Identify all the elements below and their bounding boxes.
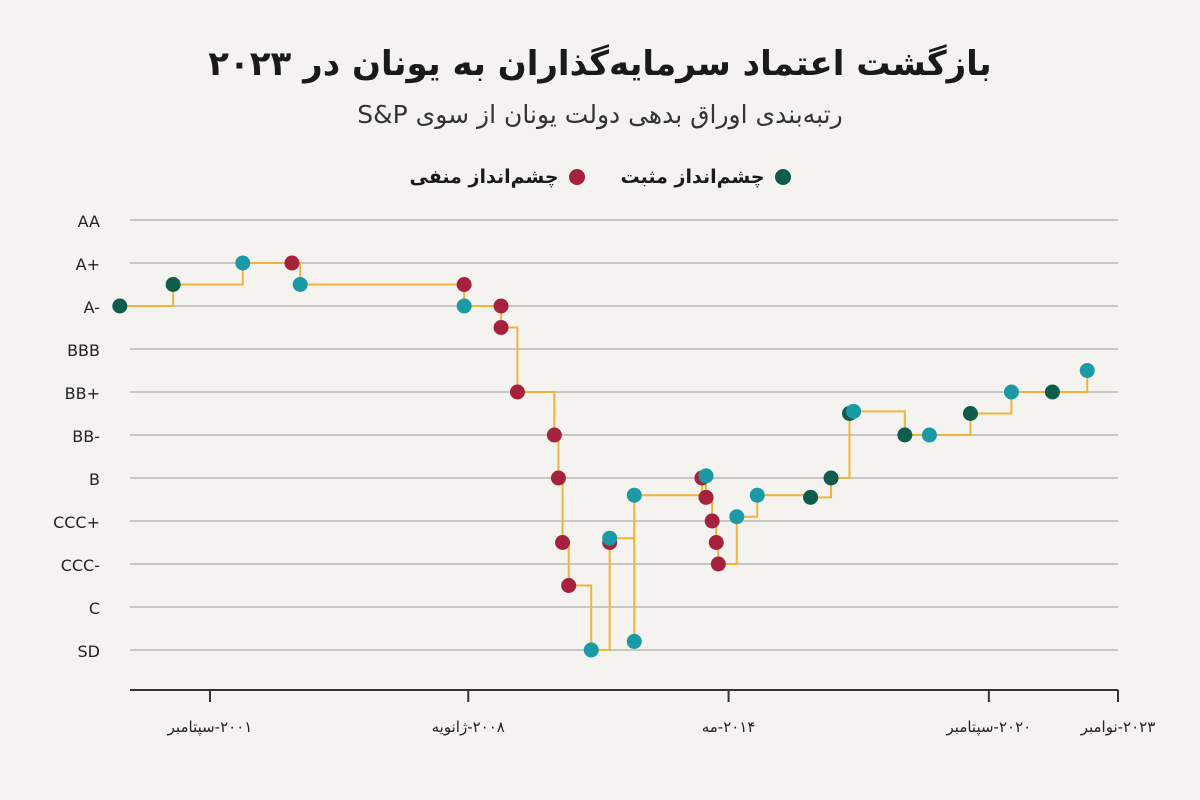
rating-step-path (119, 262, 1089, 651)
rating-points (112, 255, 1095, 658)
rating-point-stable (698, 468, 714, 484)
legend-item-negative: چشم‌انداز منفی (409, 166, 585, 188)
rating-point-negative (550, 470, 566, 486)
legend-label-positive: چشم‌انداز مثبت (620, 166, 765, 188)
chart-title: بازگشت اعتماد سرمایه‌گذاران به یونان در … (208, 44, 992, 84)
rating-point-negative (704, 513, 720, 529)
y-tick-label: A- (84, 298, 100, 317)
rating-point-positive (803, 489, 819, 505)
rating-point-negative (493, 320, 509, 335)
y-tick-label: CCC- (61, 556, 100, 575)
rating-point-stable (729, 509, 745, 525)
rating-point-negative (456, 277, 472, 292)
y-tick-label: BB+ (65, 384, 100, 403)
x-tick-label: ۲۰۰۸-ژانویه (432, 718, 505, 736)
rating-point-positive (897, 427, 913, 443)
rating-point-positive (1044, 384, 1060, 400)
y-tick-label: SD (78, 642, 100, 661)
rating-point-negative (708, 535, 724, 550)
rating-point-stable (1079, 363, 1095, 378)
legend-swatch-negative (568, 169, 585, 185)
rating-point-stable (583, 642, 599, 658)
y-tick-label: C (89, 599, 100, 618)
y-tick-label: B (89, 470, 100, 489)
x-tick-label: ۲۰۱۴-مه (702, 718, 756, 736)
rating-point-stable (846, 403, 862, 419)
legend-item-positive: چشم‌انداز مثبت (621, 166, 791, 188)
chart-subtitle: رتبه‌بندی اوراق بدهی دولت یونان از سوی S… (357, 100, 843, 129)
y-tick-label: BBB (67, 341, 100, 360)
rating-point-positive (962, 406, 978, 421)
rating-point-stable (626, 487, 642, 503)
rating-point-positive (165, 277, 181, 292)
y-tick-labels: SD C CCC- CCC+ B BB- BB+ BBB A- A+ AA (53, 212, 100, 661)
x-axis: ۲۰۰۱-سپتامبر ۲۰۰۸-ژانویه ۲۰۱۴-مه ۲۰۲۰-سپتام… (130, 689, 1156, 737)
chart-legend: چشم‌انداز مثبت چشم‌انداز منفی (0, 166, 1200, 188)
rating-point-negative (284, 255, 300, 271)
x-tick-label: ۲۰۰۱-سپتامبر (167, 718, 253, 737)
y-tick-label: AA (78, 212, 100, 231)
rating-point-stable (456, 298, 472, 314)
rating-point-negative (509, 384, 525, 400)
rating-point-negative (546, 427, 562, 443)
rating-point-stable (1003, 384, 1019, 400)
legend-label-negative: چشم‌انداز منفی (409, 166, 559, 188)
rating-point-negative (698, 489, 714, 505)
rating-point-stable (626, 633, 642, 649)
rating-point-negative (493, 298, 509, 314)
y-tick-label: BB- (72, 427, 100, 446)
x-tick-label: ۲۰۲۳-نوامبر (1080, 718, 1156, 736)
y-tick-label: CCC+ (53, 513, 100, 532)
rating-point-stable (921, 427, 937, 443)
rating-point-stable (749, 487, 765, 503)
rating-point-positive (823, 470, 839, 486)
rating-step-line (119, 262, 1089, 651)
rating-point-stable (292, 277, 308, 292)
rating-point-stable (602, 530, 618, 546)
rating-point-positive (112, 298, 128, 314)
rating-point-negative (561, 578, 577, 593)
legend-swatch-positive (774, 169, 791, 185)
x-tick-label: ۲۰۲۰-سپتامبر (946, 718, 1032, 737)
rating-point-negative (710, 556, 726, 572)
y-tick-label: A+ (76, 255, 100, 274)
rating-point-stable (235, 255, 251, 271)
rating-point-negative (555, 535, 571, 550)
